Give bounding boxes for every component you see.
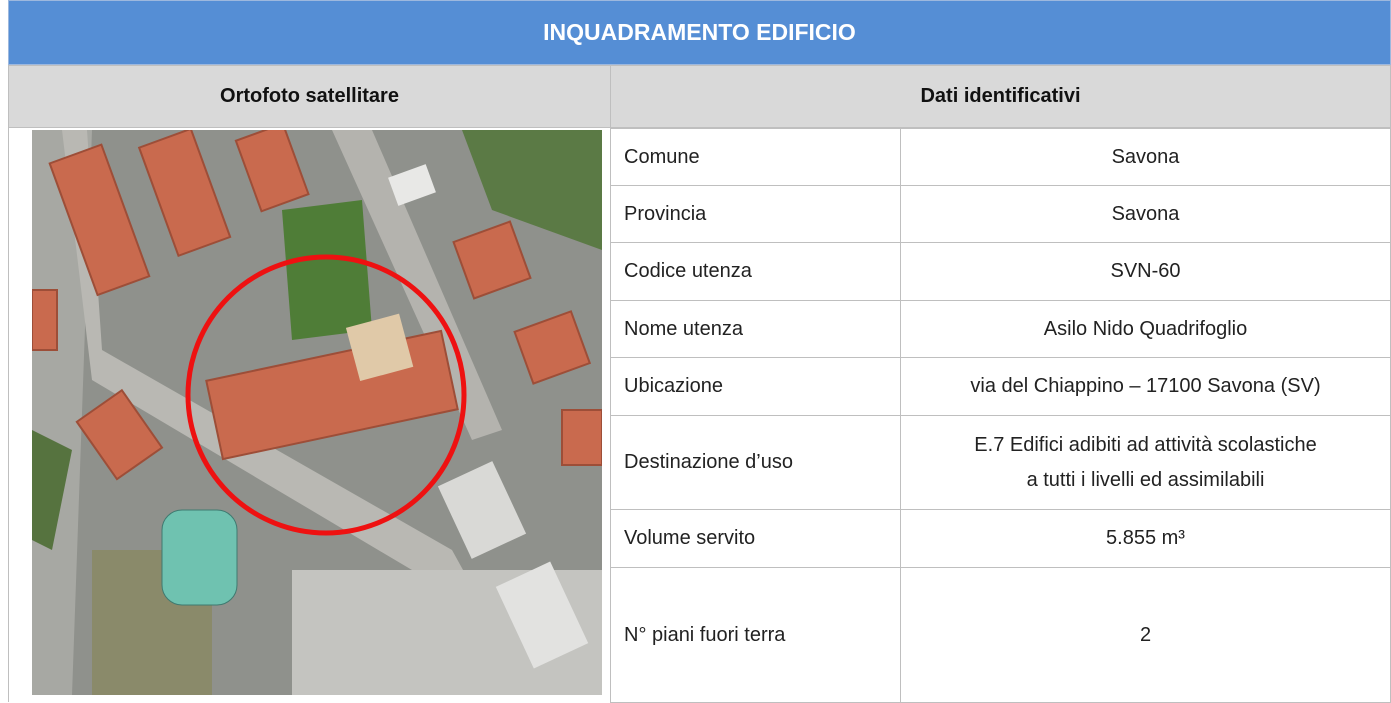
row-label: N° piani fuori terra <box>610 567 901 703</box>
table-title: INQUADRAMENTO EDIFICIO <box>8 0 1391 65</box>
row-label: Provincia <box>610 185 901 243</box>
photo-cell <box>8 127 611 702</box>
row-value: Asilo Nido Quadrifoglio <box>900 300 1391 358</box>
row-value: via del Chiappino – 17100 Savona (SV) <box>900 357 1391 416</box>
row-value: Savona <box>900 128 1391 186</box>
row-label: Volume servito <box>610 509 901 568</box>
row-value: Savona <box>900 185 1391 243</box>
row-value: 5.855 m³ <box>900 509 1391 568</box>
satellite-photo <box>32 130 602 695</box>
value-line: a tutti i livelli ed assimilabili <box>1026 468 1265 491</box>
row-value: 2 <box>900 567 1391 703</box>
row-value: SVN-60 <box>900 242 1391 301</box>
row-label: Ubicazione <box>610 357 901 416</box>
row-label: Comune <box>610 128 901 186</box>
column-header: Dati identificativi <box>610 65 1391 128</box>
row-label: Codice utenza <box>610 242 901 301</box>
row-label: Nome utenza <box>610 300 901 358</box>
row-value: E.7 Edifici adibiti ad attività scolasti… <box>900 415 1391 510</box>
column-header: Ortofoto satellitare <box>8 65 611 128</box>
value-line: E.7 Edifici adibiti ad attività scolasti… <box>974 433 1317 456</box>
row-label: Destinazione d’uso <box>610 415 901 510</box>
